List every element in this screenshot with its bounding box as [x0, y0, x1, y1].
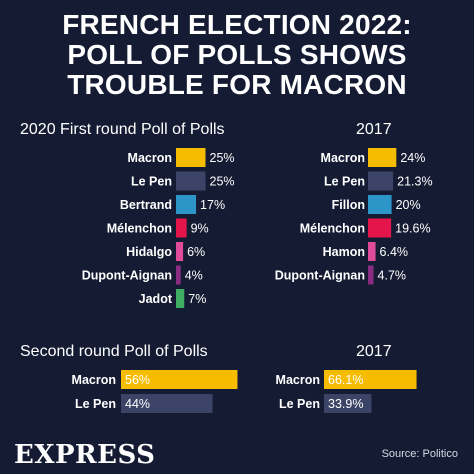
first-2017-category-label: Hamon: [323, 245, 365, 259]
second-2022-value-label: 44%: [125, 397, 150, 411]
first-2022-bar: [176, 218, 187, 238]
title-line-2: POLL OF POLLS SHOWS: [67, 39, 407, 70]
first-2022-value-label: 25%: [210, 175, 235, 189]
first-2017-value-label: 20%: [396, 198, 421, 212]
second-2022-category-label: Le Pen: [75, 397, 116, 411]
second-2017-value-label: 33.9%: [328, 397, 363, 411]
first-2022-bar: [176, 242, 184, 261]
second-2022-bar: [121, 370, 238, 389]
second-2017-bar: [324, 394, 372, 413]
second-round-2022-title: Second round Poll of Polls: [20, 343, 208, 360]
first-2022-bar: [176, 289, 185, 308]
second-2022-value-label: 56%: [125, 373, 150, 387]
first-2017-category-label: Dupont-Aignan: [275, 269, 365, 283]
first-2022-value-label: 17%: [200, 198, 225, 212]
first-round-2022-title: 2020 First round Poll of Polls: [20, 121, 225, 138]
first-2022-category-label: Hidalgo: [126, 245, 172, 259]
first-2022-value-label: 6%: [187, 245, 205, 259]
first-2022-category-label: Bertrand: [120, 198, 172, 212]
first-2022-value-label: 7%: [188, 292, 206, 306]
second-2017-value-label: 66.1%: [328, 373, 363, 387]
first-2017-bar: [368, 218, 392, 238]
first-2022-category-label: Le Pen: [131, 175, 172, 189]
first-2017-value-label: 6.4%: [380, 245, 409, 259]
first-2022-bar: [176, 195, 197, 214]
chart-title: FRENCH ELECTION 2022: POLL OF POLLS SHOW…: [0, 10, 474, 100]
first-2022-bar: [176, 171, 206, 191]
first-2022-value-label: 4%: [185, 269, 203, 283]
second-2017-bar: [324, 370, 417, 389]
first-2017-value-label: 4.7%: [378, 269, 407, 283]
first-2017-category-label: Fillon: [332, 198, 365, 212]
first-2017-value-label: 24%: [400, 151, 425, 165]
second-round-2017-title: 2017: [356, 343, 392, 360]
first-2017-category-label: Mélenchon: [300, 222, 365, 236]
express-logo: EXPRESS: [14, 440, 156, 470]
first-2017-bar: [368, 171, 394, 191]
first-round-2017-title: 2017: [356, 121, 392, 138]
first-2017-category-label: Macron: [321, 151, 365, 165]
first-2017-bar: [368, 195, 392, 214]
first-2022-category-label: Mélenchon: [107, 222, 172, 236]
first-2017-bar: [368, 242, 376, 261]
title-line-3: TROUBLE FOR MACRON: [67, 69, 407, 100]
first-2017-bar: [368, 265, 374, 285]
second-2022-category-label: Macron: [72, 373, 116, 387]
first-2022-bar: [176, 265, 181, 285]
first-2017-value-label: 21.3%: [397, 175, 432, 189]
first-2022-value-label: 25%: [210, 151, 235, 165]
first-2022-bar: [176, 148, 206, 167]
second-2022-bar: [121, 394, 213, 413]
title-line-1: FRENCH ELECTION 2022:: [62, 9, 412, 40]
second-2017-category-label: Macron: [276, 373, 320, 387]
source-credit: Source: Politico: [381, 448, 458, 460]
first-2017-bar: [368, 148, 397, 167]
first-2022-category-label: Macron: [128, 151, 172, 165]
first-2022-category-label: Dupont-Aignan: [82, 269, 172, 283]
second-2017-category-label: Le Pen: [279, 397, 320, 411]
first-2017-category-label: Le Pen: [324, 175, 365, 189]
first-2017-value-label: 19.6%: [395, 222, 430, 236]
first-2022-value-label: 9%: [191, 222, 209, 236]
first-2022-category-label: Jadot: [139, 292, 173, 306]
